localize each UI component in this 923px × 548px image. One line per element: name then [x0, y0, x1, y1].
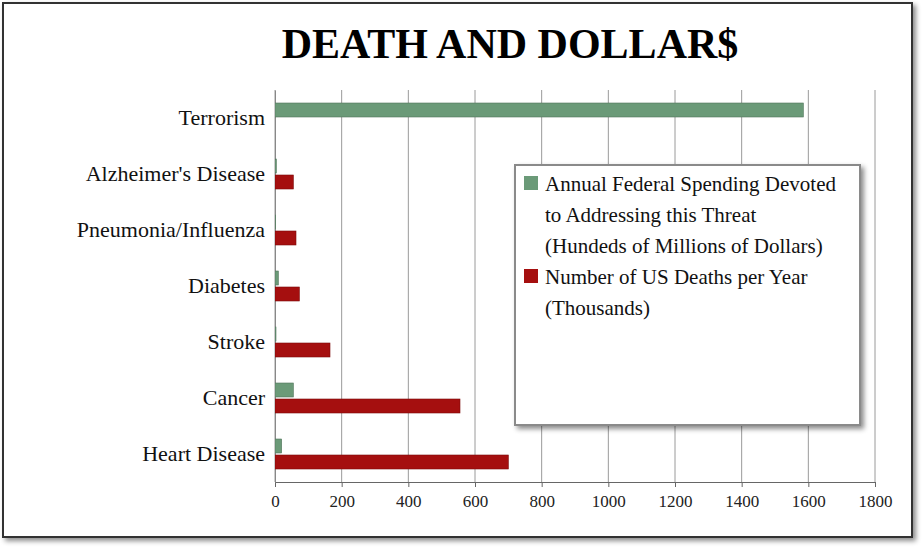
chart: DEATH AND DOLLAR$ 0 200 400 600 800 1000 1200 14… — [0, 0, 923, 548]
bar — [275, 231, 296, 245]
x-tick: 0 — [271, 482, 280, 511]
x-tick-mark — [542, 482, 543, 487]
grid-line — [875, 90, 876, 482]
x-tick-label: 800 — [529, 492, 555, 511]
x-tick-label: 600 — [463, 492, 489, 511]
grid-line — [275, 90, 276, 482]
title: DEATH AND DOLLAR$ — [282, 21, 739, 67]
x-tick-label: 1600 — [792, 492, 826, 511]
legend: Annual Federal Spending Devoted to Addre… — [515, 165, 860, 425]
legend-label: Number of US Deaths per Year (Thousands) — [545, 265, 813, 320]
legend-swatch — [524, 176, 538, 190]
y-tick: Terrorism — [179, 105, 275, 130]
y-axis: Terrorism Alzheimer's Disease Pneumonia/In… — [77, 91, 276, 483]
x-tick-label: 1800 — [859, 492, 893, 511]
bar — [275, 103, 803, 117]
bar — [275, 327, 276, 341]
y-tick-label: Cancer — [203, 385, 266, 410]
x-tick: 800 — [529, 482, 555, 511]
x-tick: 200 — [329, 482, 355, 511]
y-tick-label: Stroke — [208, 329, 265, 354]
bar — [275, 455, 508, 469]
bar — [275, 399, 460, 413]
y-tick-label: Terrorism — [179, 105, 265, 130]
x-tick: 1200 — [659, 482, 693, 511]
x-tick-mark — [275, 482, 276, 487]
y-tick-label: Diabetes — [188, 273, 265, 298]
x-tick-mark — [742, 482, 743, 487]
bar — [275, 383, 293, 397]
x-tick: 1800 — [859, 482, 893, 511]
x-axis-line — [276, 483, 876, 488]
x-tick-mark — [475, 482, 476, 487]
x-tick: 400 — [396, 482, 422, 511]
bar — [275, 175, 293, 189]
x-tick-mark — [608, 482, 609, 487]
y-tick-label: Heart Disease — [142, 441, 265, 466]
x-tick-mark — [875, 482, 876, 487]
chart-frame — [3, 3, 912, 537]
y-tick: Pneumonia/Influenza — [77, 217, 275, 242]
bar — [275, 287, 299, 301]
legend-label: Annual Federal Spending Devoted to Addre… — [545, 172, 841, 258]
y-tick: Alzheimer's Disease — [86, 161, 275, 186]
bar — [275, 439, 282, 453]
bar — [275, 343, 330, 357]
legend-box — [515, 165, 860, 425]
x-tick: 600 — [463, 482, 489, 511]
x-tick: 1600 — [792, 482, 826, 511]
legend-swatch — [524, 269, 538, 283]
y-tick: Stroke — [208, 329, 275, 354]
x-tick-mark — [408, 482, 409, 487]
y-tick: Diabetes — [188, 273, 275, 298]
x-tick-label: 1200 — [659, 492, 693, 511]
x-tick-label: 400 — [396, 492, 422, 511]
bar — [275, 119, 276, 133]
x-tick-label: 200 — [329, 492, 355, 511]
x-axis: 0 200 400 600 800 1000 1200 1400 1600 1800 — [271, 482, 892, 511]
y-tick-label: Alzheimer's Disease — [86, 161, 265, 186]
x-tick-label: 0 — [271, 492, 280, 511]
grid-line — [408, 90, 409, 482]
x-tick-label: 1400 — [725, 492, 759, 511]
bar — [275, 159, 276, 173]
x-tick: 1400 — [725, 482, 759, 511]
y-axis-line — [275, 91, 276, 483]
y-tick-label: Pneumonia/Influenza — [77, 217, 265, 242]
grid-line — [475, 90, 476, 482]
x-tick-label: 1000 — [592, 492, 626, 511]
x-tick-mark — [808, 482, 809, 487]
grid — [275, 90, 875, 482]
bar — [275, 215, 276, 229]
x-tick-mark — [342, 482, 343, 487]
x-tick-mark — [675, 482, 676, 487]
y-tick: Cancer — [203, 385, 275, 410]
bar — [275, 271, 278, 285]
grid-line — [341, 90, 342, 482]
x-tick: 1000 — [592, 482, 626, 511]
y-tick: Heart Disease — [142, 441, 275, 466]
